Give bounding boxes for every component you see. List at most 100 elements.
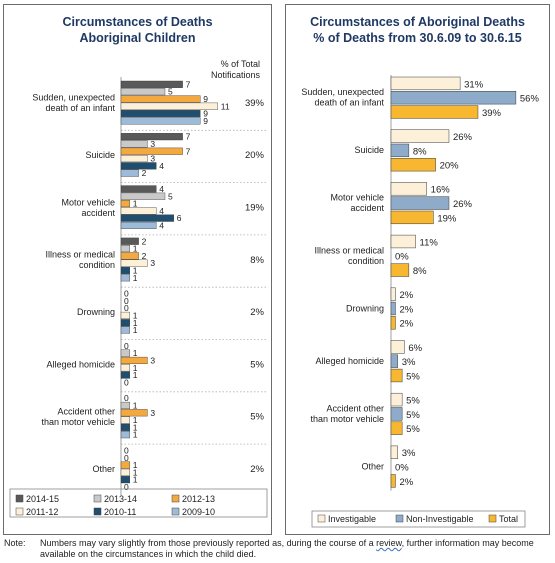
data-label-2010-11-illness-or-medical-condition: 1 bbox=[133, 266, 138, 276]
pct-of-total-alleged-homicide: 5% bbox=[250, 359, 264, 370]
bar-2013-14-alleged-homicide bbox=[120, 349, 131, 357]
bar-investigable-motor-vehicle-accident bbox=[390, 182, 427, 196]
data-label-2010-11-accident-other-than-motor-vehicle: 1 bbox=[133, 422, 138, 432]
right-chart-panel: Circumstances of Aboriginal Deaths % of … bbox=[285, 4, 550, 535]
bar-non-investigable-sudden-unexpected-death-of-an-infant bbox=[390, 91, 517, 105]
footnote-text-after: , further information may become availab… bbox=[40, 538, 534, 559]
data-label-2009-10-illness-or-medical-condition: 1 bbox=[133, 273, 138, 283]
bar-total-suicide bbox=[390, 158, 436, 172]
legend-swatch-non-investigable bbox=[395, 514, 404, 523]
data-label-total-suicide: 20% bbox=[440, 161, 460, 172]
data-label-total-illness-or-medical-condition: 8% bbox=[413, 266, 427, 277]
bar-2013-14-illness-or-medical-condition bbox=[120, 244, 131, 253]
left-chart-title: Circumstances of Deaths bbox=[62, 15, 213, 29]
legend-label-non-investigable: Non-Investigable bbox=[406, 514, 474, 524]
data-label-2012-13-other: 1 bbox=[133, 460, 138, 470]
bar-2011-12-suicide bbox=[120, 154, 148, 163]
data-label-2010-11-motor-vehicle-accident: 6 bbox=[177, 213, 182, 223]
legend-swatch-total bbox=[488, 514, 497, 523]
legend-swatch-2011-12 bbox=[15, 507, 24, 516]
bar-2009-10-accident-other-than-motor-vehicle bbox=[120, 431, 131, 439]
data-label-2012-13-motor-vehicle-accident: 1 bbox=[133, 199, 138, 209]
right-chart-subtitle: % of Deaths from 30.6.09 to 30.6.15 bbox=[313, 31, 522, 45]
bar-2014-15-illness-or-medical-condition bbox=[120, 237, 139, 245]
bar-2012-13-illness-or-medical-condition bbox=[120, 252, 139, 260]
category-label-accident-other-than-motor-vehicle: than motor vehicle bbox=[310, 414, 384, 424]
data-label-2011-12-alleged-homicide: 1 bbox=[133, 363, 138, 373]
data-label-2011-12-drowning: 1 bbox=[133, 311, 138, 321]
legend-label-2014-15: 2014-15 bbox=[26, 494, 59, 504]
data-label-non-investigable-other: 0% bbox=[395, 463, 409, 474]
bar-non-investigable-suicide bbox=[390, 143, 410, 158]
bar-2011-12-illness-or-medical-condition bbox=[120, 259, 148, 267]
legend-label-2009-10: 2009-10 bbox=[182, 507, 215, 517]
legend-label-2010-11: 2010-11 bbox=[104, 507, 136, 517]
category-label-drowning: Drowning bbox=[77, 307, 115, 317]
category-label-alleged-homicide: Alleged homicide bbox=[315, 356, 384, 366]
category-label-motor-vehicle-accident: accident bbox=[350, 203, 384, 213]
data-label-2013-14-alleged-homicide: 1 bbox=[133, 348, 138, 358]
legend-box bbox=[311, 510, 526, 528]
legend-label-2012-13: 2012-13 bbox=[182, 494, 215, 504]
bar-2010-11-sudden-unexpected-death-of-an-infant bbox=[120, 109, 201, 118]
bar-2012-13-suicide bbox=[120, 147, 183, 155]
data-label-2013-14-other: 0 bbox=[124, 453, 129, 463]
bar-investigable-sudden-unexpected-death-of-an-infant bbox=[390, 76, 461, 91]
footnote-text: Numbers may vary slightly from those pre… bbox=[40, 538, 550, 560]
bar-2010-11-illness-or-medical-condition bbox=[120, 266, 131, 275]
bar-2013-14-motor-vehicle-accident bbox=[120, 192, 166, 200]
bar-investigable-drowning bbox=[390, 287, 396, 301]
data-label-2010-11-suicide: 4 bbox=[159, 161, 164, 171]
bar-2011-12-accident-other-than-motor-vehicle bbox=[120, 416, 131, 424]
data-label-investigable-alleged-homicide: 6% bbox=[408, 343, 422, 354]
bar-2013-14-sudden-unexpected-death-of-an-infant bbox=[120, 88, 166, 96]
legend-swatch-2012-13 bbox=[171, 494, 180, 503]
data-label-total-motor-vehicle-accident: 19% bbox=[437, 213, 457, 224]
legend-label-2013-14: 2013-14 bbox=[104, 494, 137, 504]
legend-label-total: Total bbox=[499, 514, 518, 524]
category-label-accident-other-than-motor-vehicle: than motor vehicle bbox=[41, 417, 115, 427]
bar-2010-11-motor-vehicle-accident bbox=[120, 214, 174, 222]
data-label-2011-12-sudden-unexpected-death-of-an-infant: 11 bbox=[221, 101, 230, 111]
bar-total-alleged-homicide bbox=[390, 368, 403, 383]
data-label-non-investigable-accident-other-than-motor-vehicle: 5% bbox=[406, 410, 420, 421]
legend-box bbox=[9, 488, 268, 518]
pct-header-line-0: % of Total bbox=[221, 59, 260, 69]
data-label-investigable-drowning: 2% bbox=[399, 290, 413, 301]
bar-2010-11-suicide bbox=[120, 162, 157, 170]
bar-2014-15-sudden-unexpected-death-of-an-infant bbox=[120, 80, 183, 88]
pct-of-total-drowning: 2% bbox=[250, 307, 264, 318]
legend-swatch-2010-11 bbox=[93, 507, 102, 516]
bar-total-accident-other-than-motor-vehicle bbox=[390, 421, 403, 435]
category-label-suicide: Suicide bbox=[85, 150, 115, 160]
data-label-investigable-illness-or-medical-condition: 11% bbox=[420, 237, 439, 248]
data-label-2013-14-accident-other-than-motor-vehicle: 1 bbox=[133, 401, 138, 411]
category-label-drowning: Drowning bbox=[346, 303, 384, 313]
pct-header-line-1: Notifications bbox=[211, 70, 261, 80]
bar-investigable-accident-other-than-motor-vehicle bbox=[390, 392, 403, 407]
left-chart-panel: Circumstances of Deaths Aboriginal Child… bbox=[3, 4, 272, 535]
bar-2011-12-other bbox=[120, 468, 131, 476]
bar-total-sudden-unexpected-death-of-an-infant bbox=[390, 105, 479, 119]
data-label-2009-10-sudden-unexpected-death-of-an-infant: 9 bbox=[203, 116, 208, 126]
category-label-sudden-unexpected-death-of-an-infant: Sudden, unexpected bbox=[32, 93, 115, 103]
data-label-2014-15-motor-vehicle-accident: 4 bbox=[159, 184, 164, 194]
category-label-illness-or-medical-condition: condition bbox=[348, 256, 384, 266]
data-label-non-investigable-sudden-unexpected-death-of-an-infant: 56% bbox=[520, 94, 540, 105]
category-label-sudden-unexpected-death-of-an-infant: death of an infant bbox=[45, 103, 115, 113]
bar-non-investigable-motor-vehicle-accident bbox=[390, 196, 450, 210]
bar-2010-11-other bbox=[120, 476, 131, 484]
category-label-accident-other-than-motor-vehicle: Accident other bbox=[326, 403, 384, 413]
pct-of-total-illness-or-medical-condition: 8% bbox=[250, 255, 264, 266]
footnote-text-before: Numbers may vary slightly from those pre… bbox=[40, 538, 377, 548]
category-label-illness-or-medical-condition: Illness or medical bbox=[314, 245, 384, 255]
category-label-motor-vehicle-accident: Motor vehicle bbox=[61, 197, 115, 207]
data-label-2011-12-illness-or-medical-condition: 3 bbox=[150, 258, 155, 268]
data-label-2011-12-motor-vehicle-accident: 4 bbox=[159, 206, 164, 216]
category-label-illness-or-medical-condition: condition bbox=[79, 260, 115, 270]
bar-2009-10-illness-or-medical-condition bbox=[120, 274, 131, 282]
data-label-total-drowning: 2% bbox=[399, 319, 413, 330]
bar-investigable-suicide bbox=[390, 129, 450, 143]
bar-total-other bbox=[390, 474, 396, 488]
